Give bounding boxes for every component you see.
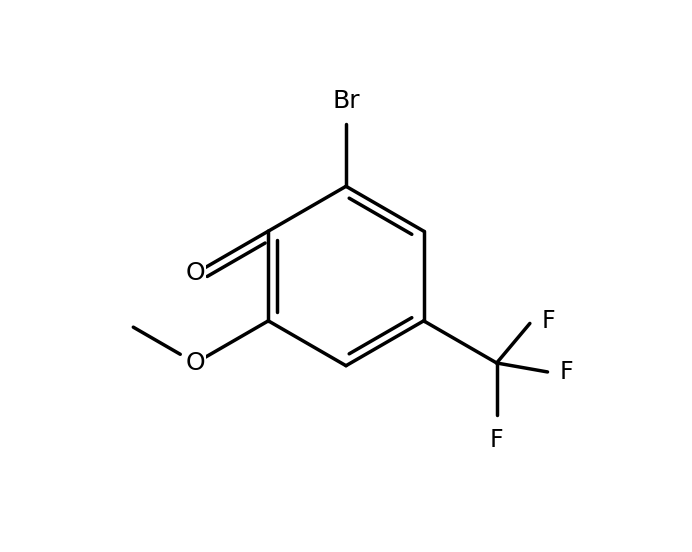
Text: O: O [185,351,205,375]
Text: F: F [542,309,556,333]
Text: F: F [560,360,573,384]
Text: Br: Br [332,89,360,113]
Text: F: F [490,428,504,452]
Text: O: O [185,261,205,285]
